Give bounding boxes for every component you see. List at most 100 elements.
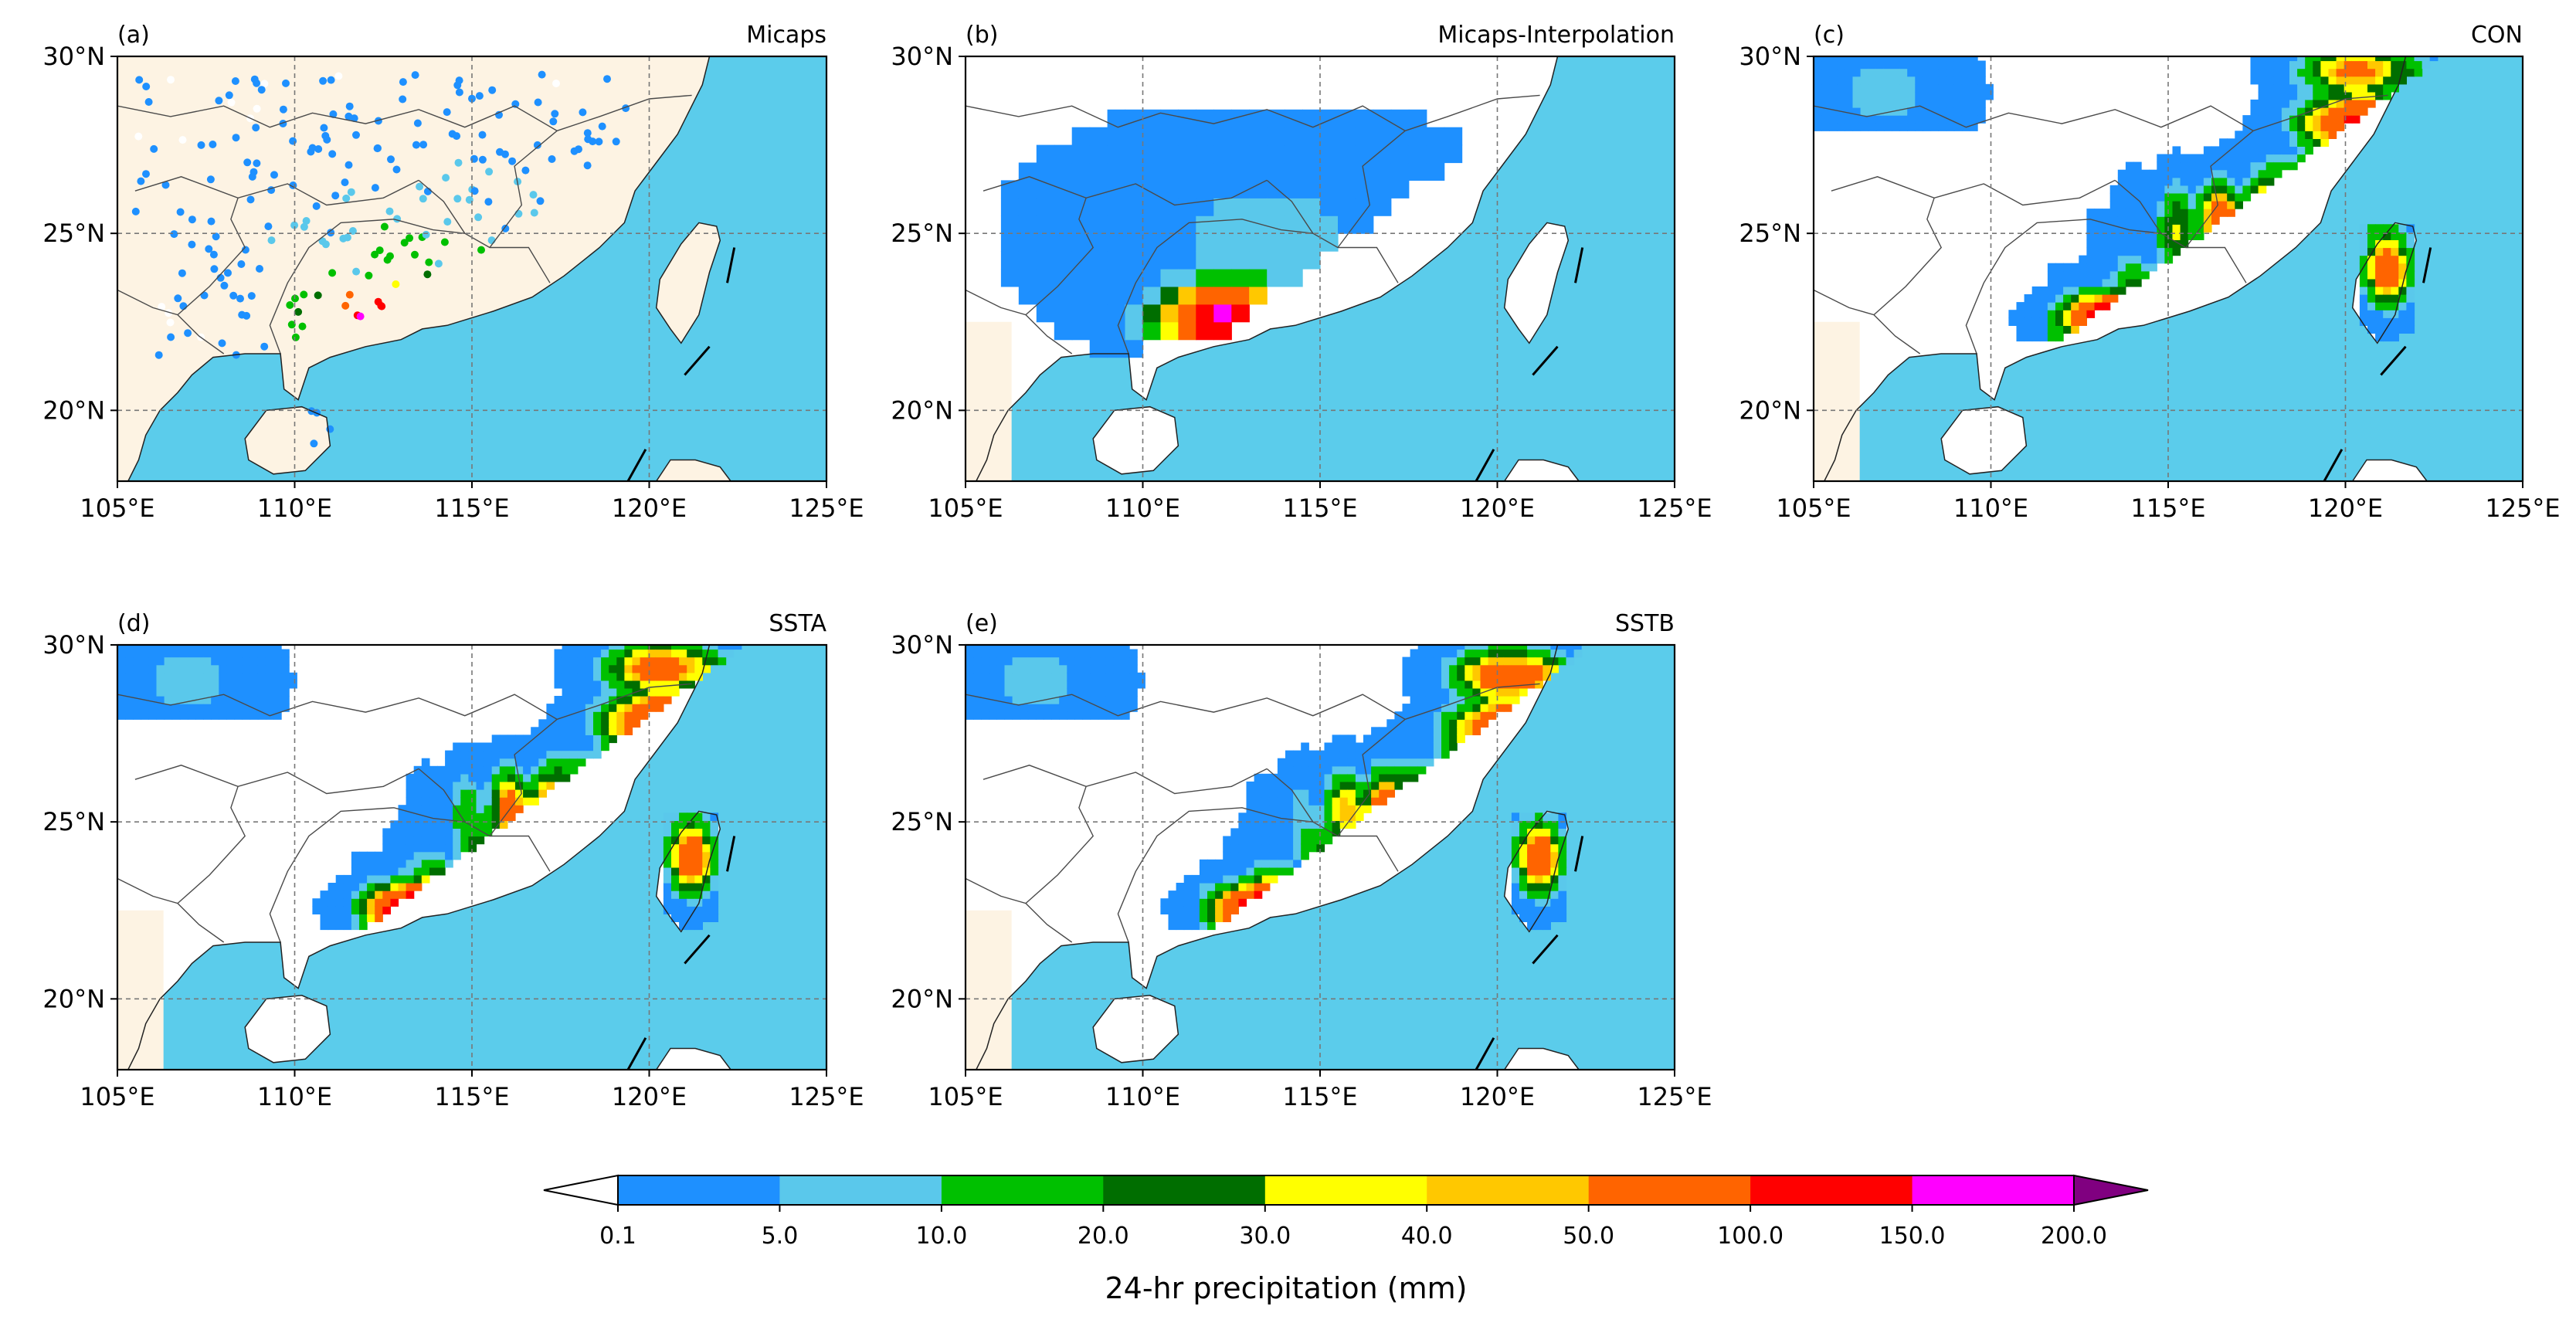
station-dot — [327, 76, 335, 84]
station-dot — [386, 252, 394, 260]
province-border — [966, 289, 1073, 354]
station-dot — [267, 236, 276, 245]
lon-tick-label: 120°E — [612, 494, 687, 523]
station-dot — [188, 240, 196, 249]
station-dot — [612, 137, 620, 146]
lon-tick-label: 120°E — [1460, 494, 1535, 523]
station-dot — [387, 155, 395, 164]
station-dot — [413, 119, 422, 127]
province-border — [177, 198, 246, 316]
station-dot — [406, 234, 414, 243]
province-border — [1337, 130, 1406, 248]
station-dot — [400, 239, 409, 247]
map-panel-a: 105°E 110°E 115°E 120°E 125°E 20°N 25°N 30°N (a)… — [42, 22, 864, 523]
station-dot — [385, 207, 394, 215]
station-dot — [319, 76, 328, 85]
station-dot — [238, 310, 246, 319]
colorbar-tick-label: 30.0 — [1239, 1223, 1291, 1250]
lon-tick-label: 115°E — [434, 494, 509, 523]
province-border — [1814, 94, 2388, 132]
station-dot — [423, 270, 432, 279]
station-dot — [422, 230, 430, 239]
colorbar-tick-label: 40.0 — [1401, 1223, 1453, 1250]
boundary-line — [626, 449, 647, 481]
colorbar-tick-label: 5.0 — [762, 1223, 799, 1250]
station-dot — [209, 250, 218, 259]
taiwan-coastline — [2351, 222, 2418, 344]
station-dot — [529, 191, 538, 199]
luzon-coastline — [2352, 459, 2428, 481]
mainland — [117, 56, 710, 481]
station-dot — [551, 110, 559, 118]
colorbar-tick-label: 200.0 — [2041, 1223, 2107, 1250]
province-border — [1266, 179, 1314, 234]
station-dot — [352, 131, 360, 139]
station-dot — [598, 122, 606, 131]
station-dot — [137, 177, 145, 185]
lon-tick-label: 105°E — [1776, 494, 1851, 523]
boundary-line — [2323, 449, 2344, 481]
colorbar-cell — [1750, 1175, 1912, 1205]
lon-tick-label: 125°E — [789, 494, 864, 523]
boundary-line — [1574, 836, 1584, 872]
station-dot — [477, 246, 485, 254]
luzon-coastline — [656, 1047, 731, 1070]
vietnam-land — [966, 910, 1012, 1070]
station-dot — [289, 137, 297, 145]
station-dot — [536, 197, 545, 205]
station-dot — [589, 137, 597, 146]
colorbar-cell — [1103, 1175, 1266, 1205]
station-dot — [236, 294, 244, 303]
lat-tick-label: 30°N — [891, 42, 953, 71]
panel-title: Micaps — [746, 22, 826, 49]
station-dot — [411, 71, 419, 80]
station-dot — [144, 98, 153, 106]
station-dot — [468, 94, 476, 103]
station-dot — [347, 188, 355, 196]
station-dot — [135, 76, 144, 84]
hainan-island — [1941, 406, 2027, 474]
station-dot — [549, 117, 558, 126]
colorbar-cell — [779, 1175, 942, 1205]
boundary-line — [684, 345, 711, 376]
station-dot — [150, 144, 158, 153]
station-dot — [287, 321, 296, 329]
station-dot — [327, 229, 335, 237]
station-dot — [392, 165, 401, 174]
station-dot — [250, 75, 259, 83]
lat-tick-label: 20°N — [42, 395, 105, 425]
station-dot — [184, 329, 192, 338]
province-border — [1117, 219, 1399, 354]
station-dot — [411, 250, 419, 259]
station-dot — [207, 217, 216, 226]
province-border — [1965, 219, 2247, 354]
province-border — [1831, 176, 2116, 206]
station-dot — [329, 110, 338, 118]
station-dot — [170, 230, 178, 239]
panel-tag: (a) — [117, 22, 150, 49]
boundary-line — [726, 836, 736, 872]
station-dot — [475, 92, 484, 100]
taiwan-coastline — [1503, 222, 1570, 344]
station-dot — [423, 187, 432, 195]
station-dot — [434, 260, 443, 268]
lon-tick-label: 105°E — [928, 1082, 1003, 1111]
station-dot — [377, 302, 385, 310]
boundary-line — [1475, 449, 1495, 481]
station-dot — [252, 124, 260, 132]
lon-tick-label: 110°E — [1105, 1082, 1180, 1111]
province-border — [2114, 179, 2162, 234]
colorbar-cell — [1427, 1175, 1590, 1205]
gridlines — [117, 56, 826, 481]
panel-tag: (d) — [117, 610, 150, 637]
hainan-island — [1093, 406, 1179, 474]
province-border — [1025, 198, 1095, 316]
station-dot — [514, 209, 523, 218]
lon-tick-label: 105°E — [928, 494, 1003, 523]
station-dot — [365, 271, 373, 280]
station-dot — [248, 172, 256, 181]
colorbar-tick-label: 10.0 — [915, 1223, 967, 1250]
station-dot — [302, 217, 311, 225]
lat-tick-label: 20°N — [891, 395, 953, 425]
station-dot — [246, 195, 255, 204]
